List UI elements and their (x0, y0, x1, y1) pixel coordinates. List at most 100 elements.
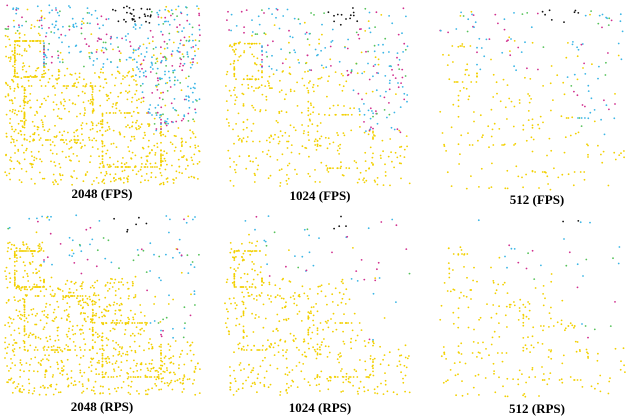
point (340, 216, 342, 218)
point (111, 278, 113, 280)
point (237, 344, 239, 346)
point (24, 346, 26, 348)
point (27, 102, 29, 104)
point (139, 345, 141, 347)
point (48, 219, 50, 221)
point (180, 39, 182, 41)
point (43, 98, 45, 100)
point (58, 74, 60, 76)
point (243, 310, 245, 312)
point (9, 110, 11, 112)
point (92, 316, 94, 318)
point (454, 81, 456, 83)
point (33, 308, 35, 310)
point (24, 34, 26, 36)
point (399, 355, 401, 357)
point (143, 75, 145, 77)
point (82, 385, 84, 387)
point (400, 178, 402, 180)
point (29, 93, 31, 95)
point (532, 42, 534, 44)
point (63, 105, 65, 107)
point (156, 143, 158, 145)
point (88, 100, 90, 102)
point (35, 268, 37, 270)
point (31, 288, 33, 290)
point (463, 87, 465, 89)
point (160, 334, 162, 336)
point (171, 53, 173, 55)
point (550, 351, 552, 353)
point (390, 151, 392, 153)
point (278, 345, 280, 347)
point (234, 250, 236, 252)
point (374, 280, 376, 282)
point (348, 381, 350, 383)
point (171, 165, 173, 167)
point (93, 294, 95, 296)
point (120, 297, 122, 299)
point (59, 372, 61, 374)
point (88, 367, 90, 369)
point (163, 150, 165, 152)
point (405, 248, 407, 250)
point (247, 84, 249, 86)
point (302, 145, 304, 147)
point (69, 29, 71, 31)
point (32, 393, 34, 395)
point (182, 118, 184, 120)
point (256, 391, 258, 393)
point (19, 248, 21, 250)
point (138, 68, 140, 70)
point (97, 40, 99, 42)
point (18, 162, 20, 164)
point (259, 43, 261, 45)
point (460, 134, 462, 136)
point (343, 313, 345, 315)
point (399, 59, 401, 61)
point (7, 28, 9, 30)
point (385, 380, 387, 382)
point (317, 352, 319, 354)
point (295, 338, 297, 340)
point (156, 166, 158, 168)
point (165, 254, 167, 256)
point (13, 90, 15, 92)
point (230, 30, 232, 32)
point (115, 342, 117, 344)
point (139, 17, 141, 19)
point (522, 337, 524, 339)
point (19, 388, 21, 390)
point (32, 40, 34, 42)
point (382, 359, 384, 361)
point (597, 383, 599, 385)
point (256, 43, 258, 45)
point (44, 326, 46, 328)
point (102, 355, 104, 357)
point (372, 116, 374, 118)
point (120, 92, 122, 94)
point (226, 100, 228, 102)
point (93, 386, 95, 388)
point (82, 325, 84, 327)
point (88, 52, 90, 54)
point (225, 85, 227, 87)
point (187, 53, 189, 55)
point (54, 125, 56, 127)
point (455, 28, 457, 30)
point (253, 279, 255, 281)
point (278, 143, 280, 145)
point (384, 372, 386, 374)
caption: 1024 (FPS) (289, 188, 350, 203)
point (309, 44, 311, 46)
point (24, 304, 26, 306)
point (131, 381, 133, 383)
point (134, 350, 136, 352)
point (380, 157, 382, 159)
point (129, 57, 131, 59)
point (408, 355, 410, 357)
point (160, 128, 162, 130)
point (89, 244, 91, 246)
point (184, 376, 186, 378)
point (150, 66, 152, 68)
